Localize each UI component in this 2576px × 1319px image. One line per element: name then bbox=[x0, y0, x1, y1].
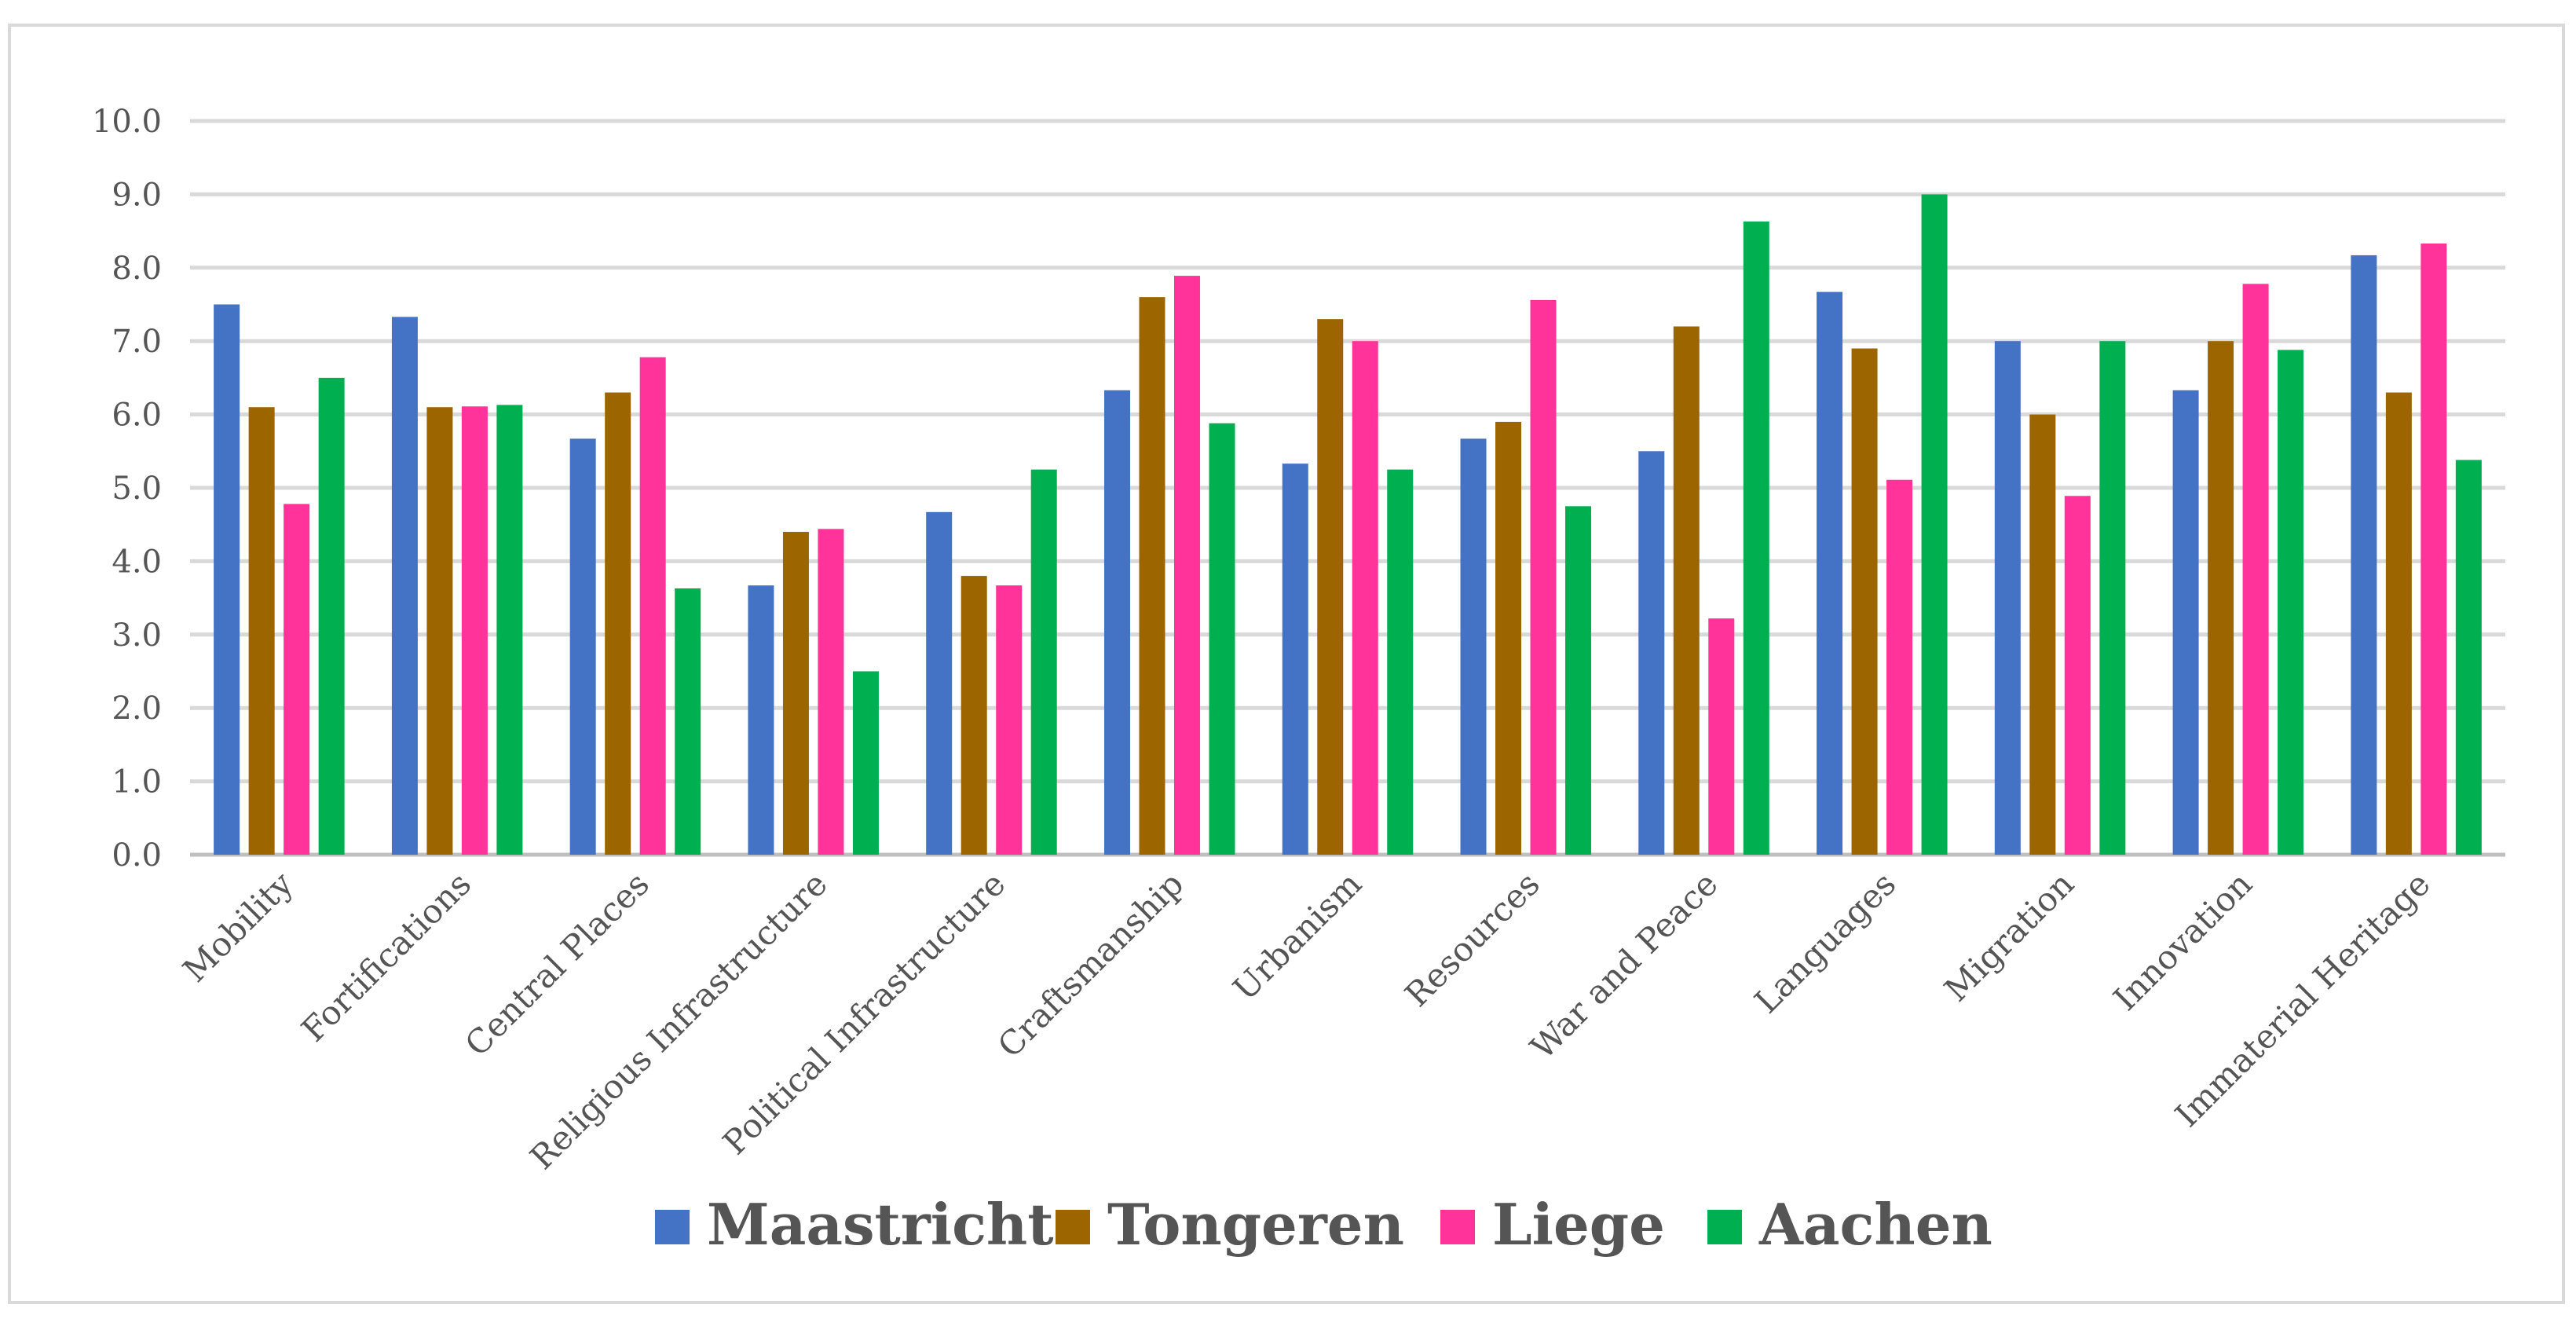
y-tick-label: 10.0 bbox=[92, 104, 162, 140]
bar-aachen-5 bbox=[1209, 423, 1235, 855]
bar-maastricht-0 bbox=[214, 304, 240, 855]
bar-liege-12 bbox=[2420, 243, 2447, 855]
bar-aachen-0 bbox=[318, 377, 345, 855]
y-tick-label: 8.0 bbox=[112, 251, 162, 287]
bar-liege-2 bbox=[639, 357, 666, 855]
bar-liege-3 bbox=[818, 529, 844, 855]
bar-tongeren-6 bbox=[1317, 319, 1344, 855]
bar-tongeren-8 bbox=[1673, 326, 1700, 855]
y-tick-label: 9.0 bbox=[112, 177, 162, 213]
bar-maastricht-1 bbox=[391, 317, 418, 855]
bar-aachen-3 bbox=[852, 671, 879, 855]
bar-aachen-11 bbox=[2278, 350, 2304, 856]
bar-liege-11 bbox=[2242, 284, 2269, 855]
bar-tongeren-0 bbox=[248, 407, 275, 855]
bar-aachen-12 bbox=[2455, 460, 2482, 855]
bar-maastricht-8 bbox=[1638, 451, 1665, 855]
y-tick-label: 1.0 bbox=[112, 764, 162, 801]
bar-liege-1 bbox=[461, 406, 488, 855]
bar-aachen-1 bbox=[496, 405, 523, 855]
legend-swatch-tongeren bbox=[1056, 1210, 1090, 1244]
bar-liege-5 bbox=[1173, 276, 1200, 856]
bar-maastricht-4 bbox=[926, 511, 953, 855]
bar-liege-9 bbox=[1886, 479, 1913, 855]
bar-maastricht-11 bbox=[2172, 390, 2199, 855]
x-category-label: Political Infrastructure bbox=[715, 864, 1013, 1162]
legend-label-tongeren: Tongeren bbox=[1107, 1191, 1404, 1258]
bar-tongeren-11 bbox=[2208, 341, 2234, 855]
legend-label-aachen: Aachen bbox=[1758, 1191, 1992, 1258]
y-tick-label: 0.0 bbox=[112, 837, 162, 874]
x-category-label: War and Peace bbox=[1523, 864, 1725, 1066]
y-tick-label: 6.0 bbox=[112, 398, 162, 434]
bar-liege-0 bbox=[284, 504, 310, 855]
bar-tongeren-12 bbox=[2385, 392, 2412, 856]
bar-maastricht-12 bbox=[2351, 255, 2377, 855]
bar-liege-4 bbox=[996, 585, 1023, 855]
bar-tongeren-2 bbox=[605, 392, 631, 856]
bar-aachen-8 bbox=[1743, 221, 1769, 855]
y-axis-ticks: 0.0 1.0 2.0 3.0 4.0 5.0 6.0 7.0 8.0 9.0 10.0 bbox=[92, 104, 162, 874]
bar-tongeren-7 bbox=[1495, 421, 1522, 855]
bar-liege-6 bbox=[1352, 341, 1378, 855]
legend-swatch-aachen bbox=[1707, 1210, 1742, 1244]
bar-tongeren-1 bbox=[426, 407, 453, 855]
x-category-label: Central Places bbox=[458, 864, 657, 1063]
y-tick-label: 2.0 bbox=[112, 691, 162, 727]
y-tick-label: 4.0 bbox=[112, 544, 162, 580]
bar-maastricht-9 bbox=[1817, 291, 1843, 855]
grid-lines bbox=[190, 119, 2505, 857]
bar-maastricht-3 bbox=[748, 585, 774, 855]
legend-swatch-maastricht bbox=[655, 1210, 690, 1244]
bar-tongeren-3 bbox=[782, 532, 809, 855]
x-category-label: Innovation bbox=[2106, 864, 2259, 1017]
bar-tongeren-9 bbox=[1851, 348, 1878, 855]
x-category-label: Mobility bbox=[175, 864, 300, 989]
bar-chart: 0.0 1.0 2.0 3.0 4.0 5.0 6.0 7.0 8.0 9.0 10.0 Mobil… bbox=[92, 104, 2505, 1258]
bar-maastricht-7 bbox=[1460, 438, 1487, 855]
y-tick-label: 7.0 bbox=[112, 324, 162, 360]
bar-liege-8 bbox=[1708, 618, 1735, 855]
bar-tongeren-10 bbox=[2029, 414, 2056, 855]
bars bbox=[214, 194, 2482, 856]
x-category-label: Urbanism bbox=[1225, 864, 1369, 1008]
y-tick-label: 3.0 bbox=[112, 617, 162, 654]
bar-tongeren-5 bbox=[1139, 297, 1165, 855]
legend-label-maastricht: Maastricht bbox=[707, 1191, 1054, 1258]
x-category-label: Religious Infrastructure bbox=[522, 864, 835, 1177]
x-category-label: Fortifications bbox=[294, 864, 478, 1049]
bar-aachen-6 bbox=[1387, 469, 1414, 855]
legend: Maastricht Tongeren Liege Aachen bbox=[655, 1191, 1992, 1258]
x-category-label: Craftsmanship bbox=[990, 864, 1191, 1064]
legend-swatch-liege bbox=[1440, 1210, 1475, 1244]
bar-aachen-4 bbox=[1030, 469, 1057, 855]
bar-maastricht-5 bbox=[1103, 390, 1130, 855]
x-category-label: Resources bbox=[1397, 864, 1546, 1013]
bar-liege-7 bbox=[1530, 299, 1557, 855]
bar-tongeren-4 bbox=[961, 576, 987, 855]
bar-maastricht-6 bbox=[1282, 463, 1308, 855]
bar-aachen-7 bbox=[1565, 506, 1592, 855]
legend-label-liege: Liege bbox=[1492, 1191, 1665, 1258]
bar-aachen-2 bbox=[675, 588, 701, 855]
bar-maastricht-2 bbox=[569, 438, 596, 855]
x-category-label: Languages bbox=[1747, 864, 1903, 1020]
bar-liege-10 bbox=[2064, 496, 2091, 855]
bar-aachen-9 bbox=[1921, 194, 1948, 855]
bar-aachen-10 bbox=[2099, 341, 2126, 855]
bar-maastricht-10 bbox=[1994, 341, 2021, 855]
x-category-label: Migration bbox=[1937, 864, 2081, 1009]
chart-frame: 0.0 1.0 2.0 3.0 4.0 5.0 6.0 7.0 8.0 9.0 10.0 Mobil… bbox=[8, 24, 2565, 1304]
y-tick-label: 5.0 bbox=[112, 471, 162, 507]
